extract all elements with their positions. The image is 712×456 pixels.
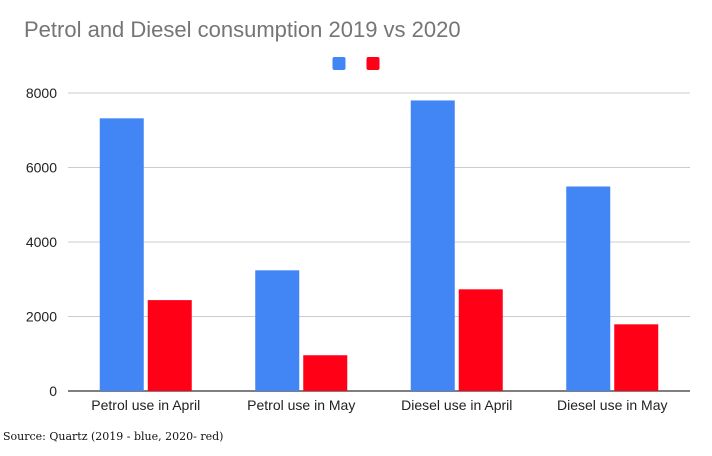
x-tick-label: Diesel use in April	[401, 397, 512, 413]
bar-series-1-3	[410, 100, 455, 391]
bars	[99, 100, 659, 391]
chart-title: Petrol and Diesel consumption 2019 vs 20…	[24, 17, 461, 42]
legend-swatch-series-2	[366, 57, 380, 70]
bar-chart: Petrol and Diesel consumption 2019 vs 20…	[24, 17, 690, 413]
bar-series-2-4	[614, 324, 659, 391]
bar-series-2-2	[303, 355, 348, 391]
x-axis-ticks: Petrol use in April Petrol use in May Dies…	[91, 397, 667, 413]
legend-swatch-series-1	[332, 57, 346, 70]
y-tick-label: 0	[49, 383, 57, 399]
bar-series-1-2	[255, 270, 300, 391]
y-tick-label: 2000	[26, 309, 57, 325]
y-axis-ticks: 0 2000 4000 6000 8000	[26, 85, 57, 399]
source-note: Source: Quartz (2019 - blue, 2020- red)	[3, 430, 224, 443]
x-tick-label: Petrol use in April	[91, 397, 200, 413]
y-tick-label: 4000	[26, 234, 57, 250]
y-tick-label: 8000	[26, 85, 57, 101]
x-tick-label: Diesel use in May	[557, 397, 668, 413]
y-tick-label: 6000	[26, 160, 57, 176]
bar-series-2-1	[147, 300, 192, 391]
legend	[332, 57, 380, 70]
bar-series-1-4	[566, 186, 611, 391]
bar-series-1-1	[99, 118, 144, 391]
x-tick-label: Petrol use in May	[247, 397, 355, 413]
bar-series-2-3	[458, 289, 503, 391]
